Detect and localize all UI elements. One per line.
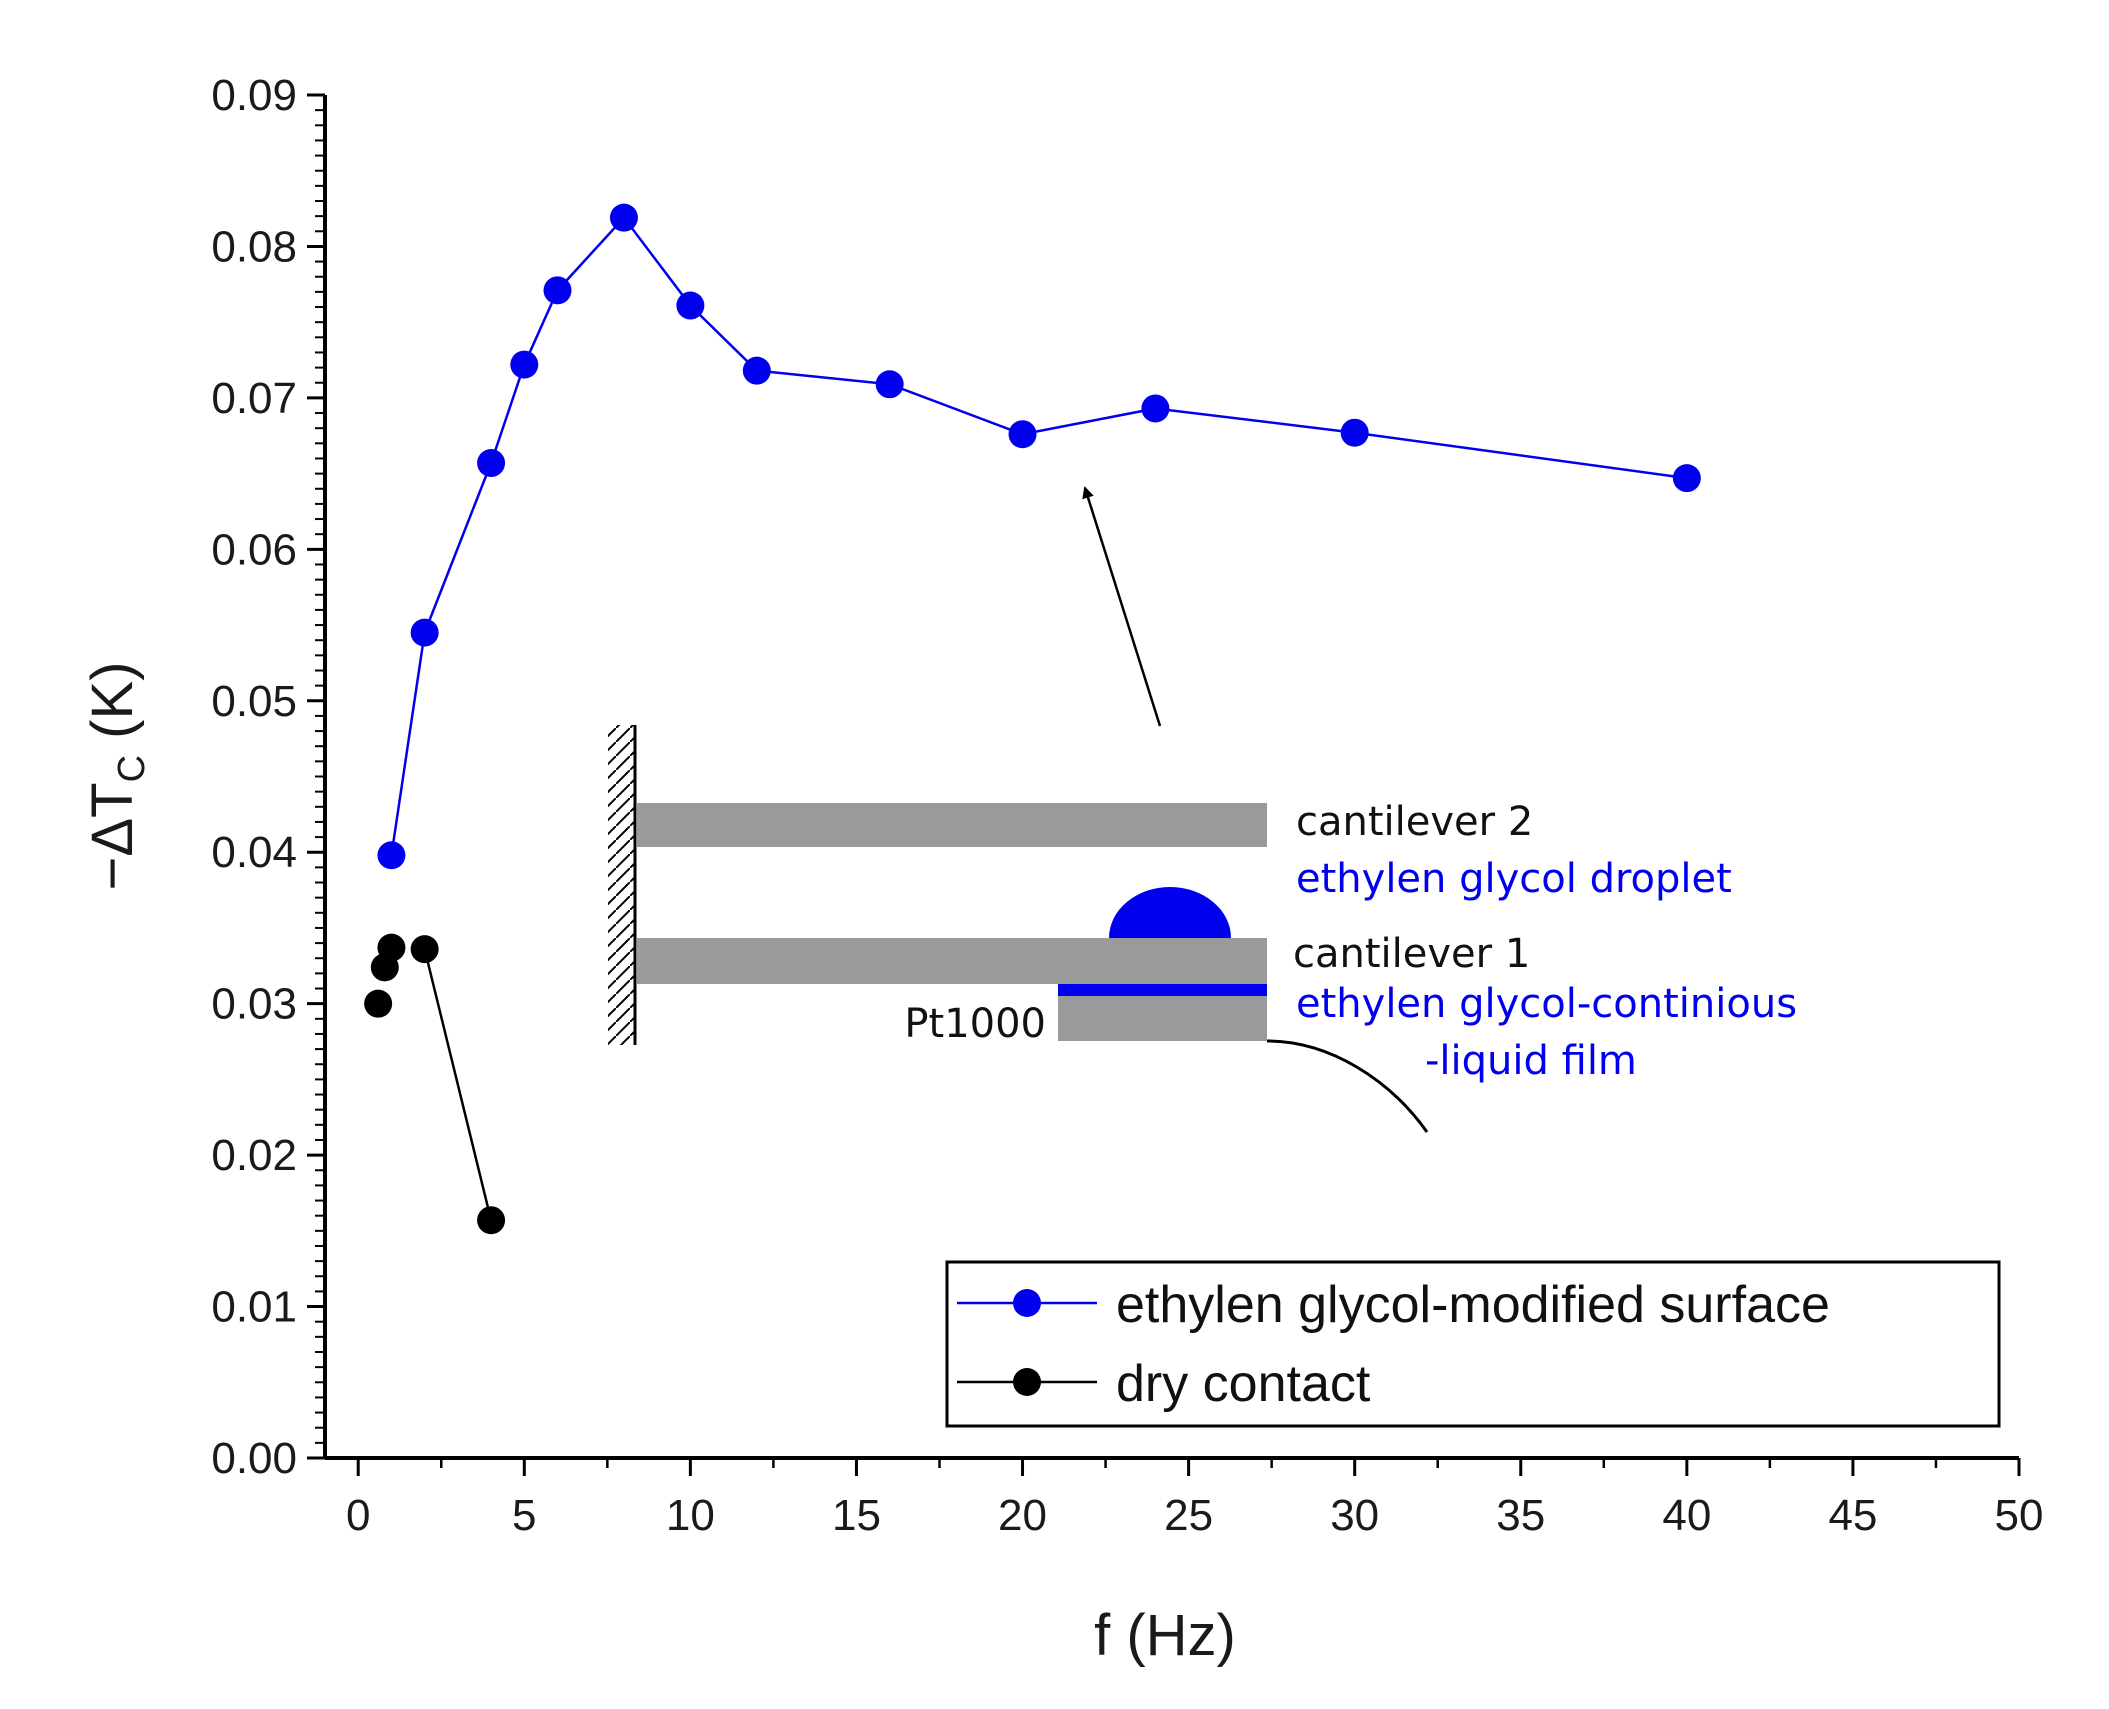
data-point-ethylen-glycol-modified-surface (477, 449, 506, 478)
droplet-shape (1109, 887, 1231, 938)
x-ticks: 0 5 10 15 20 25 30 35 40 45 50 (346, 1458, 2044, 1540)
y-axis-title-prefix: −ΔT (80, 782, 145, 890)
x-tick-label: 10 (666, 1491, 715, 1540)
y-tick-label: 0.00 (211, 1434, 297, 1483)
pt1000-sensor (1058, 996, 1267, 1041)
y-tick-label: 0.01 (211, 1283, 297, 1332)
x-tick-label: 50 (1995, 1491, 2044, 1540)
legend-marker-dry-contact (1013, 1368, 1041, 1396)
data-point-ethylen-glycol-modified-surface (1008, 420, 1037, 449)
data-point-ethylen-glycol-modified-surface (676, 291, 705, 320)
y-tick-label: 0.05 (211, 677, 297, 726)
x-tick-label: 0 (346, 1491, 370, 1540)
data-point-dry-contact (410, 935, 439, 964)
y-axis-title: −ΔTC (K) (80, 662, 153, 891)
legend-marker-ethylene-glycol (1013, 1289, 1041, 1317)
data-point-ethylen-glycol-modified-surface (1672, 464, 1701, 493)
y-tick-label: 0.04 (211, 828, 297, 877)
y-axis-title-subscript: C (111, 755, 153, 782)
legend-label-ethylene-glycol: ethylen glycol-modified surface (1116, 1276, 1830, 1334)
y-ticks: 0.00 0.01 0.02 0.03 0.04 0.05 0.06 0.07 0.08 0.09 (211, 71, 325, 1483)
data-point-dry-contact (477, 1206, 506, 1235)
data-point-ethylen-glycol-modified-surface (510, 350, 539, 379)
pointer-arrow (1082, 486, 1162, 727)
x-tick-label: 15 (832, 1491, 881, 1540)
cantilever-2-beam (637, 803, 1267, 847)
data-point-ethylen-glycol-modified-surface (875, 370, 904, 399)
data-point-ethylen-glycol-modified-surface (1141, 394, 1170, 423)
y-tick-label: 0.06 (211, 525, 297, 574)
label-film-line-1: ethylen glycol-continious (1296, 981, 1797, 1027)
data-point-dry-contact (377, 933, 406, 962)
y-axis-title-suffix: (K) (80, 662, 145, 755)
data-point-ethylen-glycol-modified-surface (609, 203, 638, 232)
y-tick-label: 0.07 (211, 374, 297, 423)
y-tick-label: 0.02 (211, 1131, 297, 1180)
label-film-line-2: -liquid film (1425, 1038, 1637, 1084)
data-point-dry-contact (364, 989, 393, 1018)
label-cantilever-1: cantilever 1 (1293, 931, 1530, 977)
label-droplet: ethylen glycol droplet (1296, 856, 1732, 902)
legend-label-dry-contact: dry contact (1116, 1355, 1371, 1413)
cantilever-schematic: cantilever 2 ethylen glycol droplet cant… (608, 486, 1797, 1133)
x-tick-label: 20 (998, 1491, 1047, 1540)
y-tick-label: 0.03 (211, 980, 297, 1029)
x-tick-label: 35 (1496, 1491, 1545, 1540)
x-tick-label: 45 (1828, 1491, 1877, 1540)
sensor-wire (1266, 1039, 1429, 1133)
legend-box (945, 1260, 2001, 1428)
label-pt1000: Pt1000 (904, 1001, 1046, 1047)
x-tick-label: 30 (1330, 1491, 1379, 1540)
data-point-ethylen-glycol-modified-surface (410, 618, 439, 647)
x-tick-label: 5 (512, 1491, 536, 1540)
y-tick-label: 0.09 (211, 71, 297, 120)
x-axis-title: f (Hz) (1094, 1603, 1236, 1668)
dry-contact-connector (423, 948, 493, 1221)
wall-hatch (608, 725, 635, 1045)
x-tick-label: 40 (1662, 1491, 1711, 1540)
data-point-ethylen-glycol-modified-surface (1340, 418, 1369, 447)
axes (323, 95, 2019, 1460)
series-line-ethylen-glycol-modified-surface (390, 215, 1688, 856)
plot-points (364, 203, 1701, 1235)
legend: ethylen glycol-modified surface dry cont… (945, 1260, 2001, 1428)
liquid-film (1058, 984, 1267, 996)
cantilever-1-beam (637, 938, 1267, 984)
label-cantilever-2: cantilever 2 (1296, 799, 1533, 845)
x-tick-label: 25 (1164, 1491, 1213, 1540)
y-tick-label: 0.08 (211, 222, 297, 271)
data-point-ethylen-glycol-modified-surface (377, 841, 406, 870)
data-point-ethylen-glycol-modified-surface (543, 276, 572, 305)
data-point-ethylen-glycol-modified-surface (742, 356, 771, 385)
